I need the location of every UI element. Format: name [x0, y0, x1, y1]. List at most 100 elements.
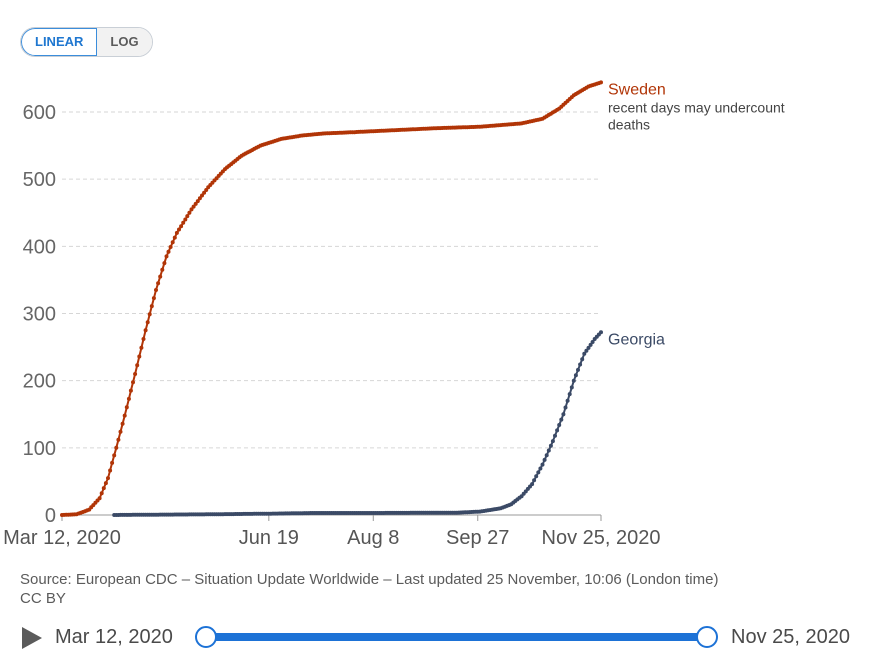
data-point-sweden [177, 227, 181, 232]
data-point-sweden [179, 224, 184, 229]
data-point-georgia [550, 439, 555, 444]
data-point-sweden [204, 188, 209, 192]
scale-toggle: LINEAR LOG [20, 27, 153, 57]
data-point-georgia [548, 443, 553, 448]
data-point-georgia [544, 453, 549, 458]
data-point-georgia [578, 362, 583, 367]
y-tick-label: 300 [23, 304, 56, 326]
source-text: Source: European CDC – Situation Update … [20, 571, 719, 588]
y-tick-label: 500 [23, 169, 56, 191]
data-point-sweden [191, 204, 196, 209]
timeline-end-label: Nov 25, 2020 [731, 626, 850, 648]
data-point-sweden [183, 217, 188, 222]
y-tick-label: 400 [23, 236, 56, 258]
data-point-georgia [586, 345, 591, 350]
data-point-georgia [584, 348, 589, 353]
series-label-georgia: Georgia [608, 331, 665, 348]
data-point-sweden [200, 193, 204, 198]
series-line-sweden [61, 81, 602, 516]
data-point-georgia [599, 330, 603, 335]
series-label-sweden: Sweden [608, 81, 666, 98]
data-point-sweden [131, 380, 135, 385]
data-point-sweden [162, 261, 167, 266]
data-point-sweden [154, 288, 158, 292]
data-point-sweden [126, 396, 131, 401]
data-point-georgia [540, 462, 545, 467]
timeline: Mar 12, 2020 Nov 25, 2020 [0, 620, 870, 656]
series-note-line: deaths [608, 116, 650, 132]
data-point-georgia [573, 373, 578, 378]
data-point-sweden [168, 245, 173, 249]
y-tick-label: 100 [23, 438, 56, 460]
data-point-sweden [164, 254, 169, 259]
data-point-georgia [582, 351, 587, 356]
data-point-sweden [149, 304, 154, 309]
timeline-start-handle[interactable] [195, 626, 217, 648]
linear-scale-button[interactable]: LINEAR [21, 28, 98, 56]
data-point-sweden [172, 235, 177, 240]
play-icon[interactable] [22, 627, 42, 649]
data-point-georgia [567, 392, 572, 397]
x-tick-label: Mar 12, 2020 [3, 527, 121, 549]
data-point-sweden [141, 337, 146, 341]
line-chart: 0 100 200 300 400 500 600 Mar 12, 2020 Jun 19 Aug… [3, 80, 785, 549]
data-point-sweden [202, 190, 207, 195]
y-tick-label: 600 [23, 102, 56, 124]
data-point-georgia [565, 398, 570, 403]
data-point-sweden [135, 363, 140, 368]
data-point-georgia [536, 470, 541, 475]
data-point-sweden [128, 388, 133, 393]
data-point-sweden [145, 320, 150, 325]
data-point-sweden [181, 220, 186, 225]
series-note-line: recent days may undercount [608, 99, 785, 115]
data-point-georgia [555, 428, 560, 433]
license-text: CC BY [20, 590, 66, 607]
y-tick-label: 0 [45, 505, 56, 527]
data-point-georgia [546, 448, 551, 453]
data-point-georgia [580, 357, 585, 362]
data-point-sweden [106, 476, 110, 481]
data-point-georgia [571, 378, 576, 383]
data-point-sweden [197, 196, 202, 201]
timeline-end-handle[interactable] [696, 626, 718, 648]
data-point-sweden [101, 486, 106, 491]
source-note: Source: European CDC – Situation Update … [20, 570, 718, 608]
data-point-sweden [112, 453, 117, 458]
data-point-georgia [553, 433, 557, 438]
data-point-sweden [158, 274, 163, 279]
data-point-georgia [538, 466, 543, 471]
data-point-georgia [559, 417, 564, 422]
data-point-sweden [108, 468, 113, 473]
data-point-georgia [576, 367, 580, 372]
data-point-georgia [542, 457, 547, 462]
timeline-start-label: Mar 12, 2020 [55, 626, 173, 648]
data-point-sweden [116, 437, 121, 442]
data-point-georgia [588, 342, 593, 347]
x-tick-label: Aug 8 [347, 527, 399, 549]
data-point-sweden [599, 80, 603, 85]
data-point-sweden [114, 445, 119, 450]
log-scale-button[interactable]: LOG [97, 28, 152, 56]
data-point-sweden [143, 328, 148, 333]
data-point-georgia [569, 385, 574, 390]
data-point-georgia [534, 474, 539, 479]
data-point-georgia [530, 482, 535, 487]
data-point-sweden [151, 296, 156, 301]
data-point-sweden [120, 421, 125, 426]
data-point-sweden [193, 201, 198, 206]
x-tick-label: Nov 25, 2020 [542, 527, 661, 549]
data-point-georgia [561, 412, 566, 417]
data-point-sweden [139, 345, 144, 350]
data-point-sweden [122, 413, 127, 418]
data-point-sweden [166, 249, 171, 254]
data-point-sweden [156, 281, 161, 286]
data-point-sweden [187, 210, 192, 215]
data-point-sweden [99, 491, 104, 496]
data-point-sweden [189, 207, 194, 212]
x-tick-label: Sep 27 [446, 527, 509, 549]
timeline-track[interactable] [206, 633, 707, 641]
data-point-georgia [590, 340, 595, 344]
y-tick-label: 200 [23, 371, 56, 393]
data-point-sweden [118, 429, 123, 434]
data-point-sweden [137, 354, 142, 359]
